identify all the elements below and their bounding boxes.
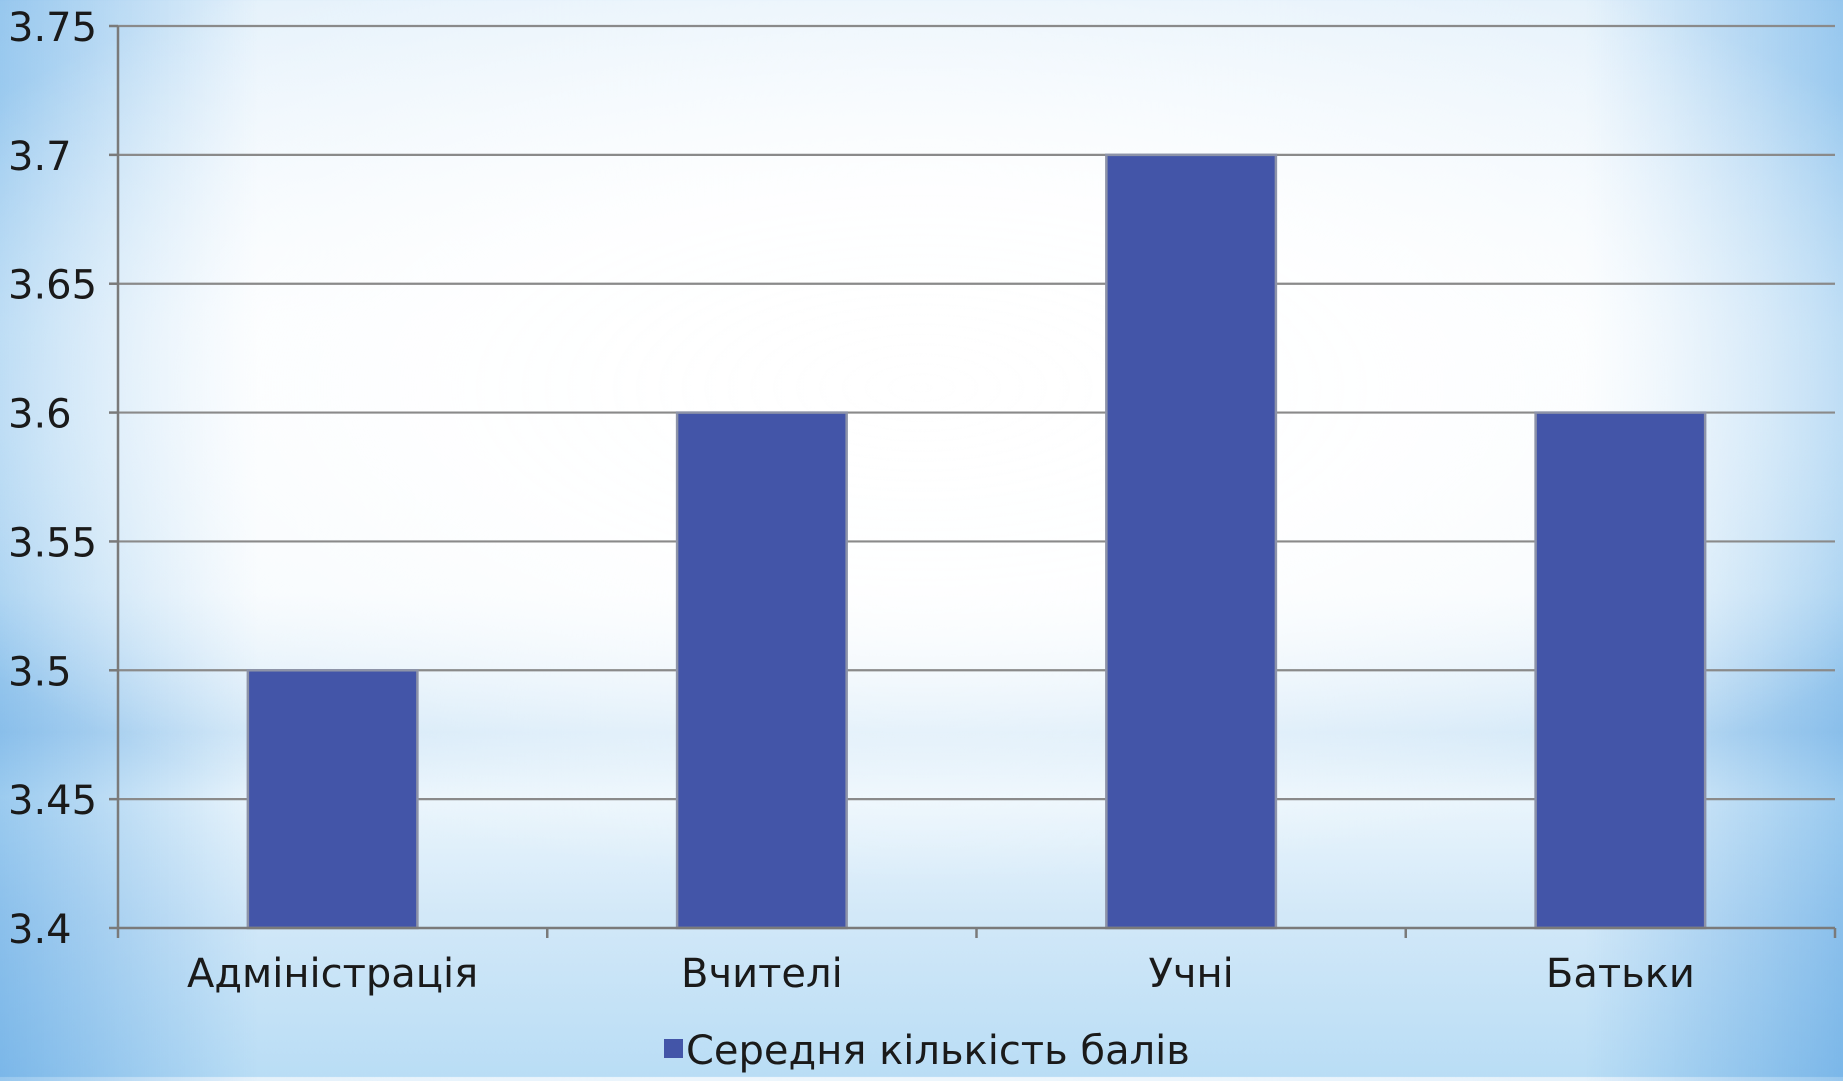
x-tick-label: Батьки <box>1546 951 1695 997</box>
y-tick-label: 3.75 <box>8 5 97 51</box>
x-tick-label: Учні <box>1148 951 1233 997</box>
bar <box>1534 411 1707 930</box>
y-tick-label: 3.4 <box>8 907 72 953</box>
axes <box>109 24 1837 938</box>
y-tick-label: 3.7 <box>8 134 72 180</box>
y-tick-label: 3.45 <box>8 778 97 824</box>
y-tick-labels: 3.4 3.45 3.5 3.55 3.6 3.65 3.7 3.75 <box>8 5 97 953</box>
legend-label: Середня кількість балів <box>686 1028 1190 1074</box>
bars <box>246 153 1707 930</box>
y-tick-label: 3.5 <box>8 649 72 695</box>
y-tick-label: 3.65 <box>8 263 97 309</box>
y-tick-label: 3.6 <box>8 392 72 438</box>
legend-swatch <box>664 1039 683 1058</box>
legend: Середня кількість балів <box>664 1028 1190 1074</box>
y-tick-label: 3.55 <box>8 520 97 566</box>
bar <box>246 669 419 930</box>
bar <box>675 411 848 930</box>
x-tick-label: Адміністрація <box>187 951 478 997</box>
x-tick-label: Вчителі <box>681 951 843 997</box>
x-tick-labels: Адміністрація Вчителі Учні Батьки <box>187 951 1695 997</box>
bar <box>1105 153 1278 930</box>
